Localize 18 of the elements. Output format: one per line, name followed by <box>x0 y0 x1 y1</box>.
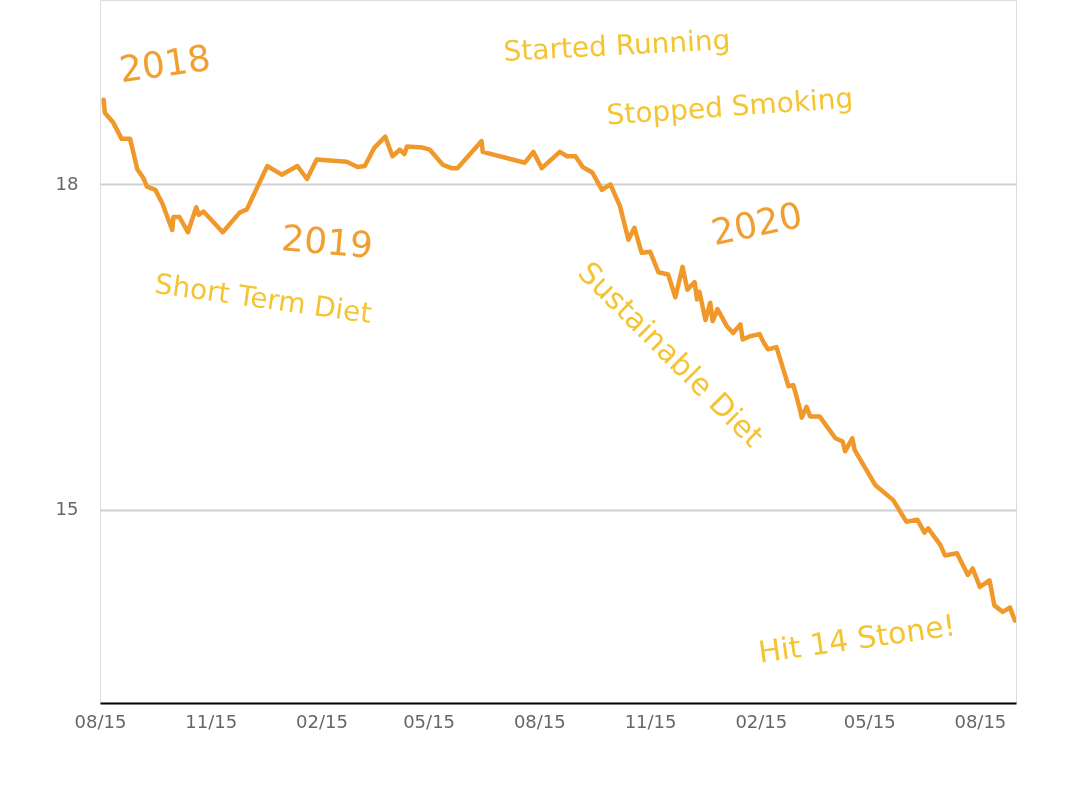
x-tick-label: 05/15 <box>843 710 896 732</box>
annotation: Started Running <box>502 23 732 68</box>
annotation: Hit 14 Stone! <box>756 607 958 670</box>
x-tick-label: 02/15 <box>735 710 788 732</box>
annotation: 2019 <box>279 217 375 266</box>
annotation: Stopped Smoking <box>605 81 855 132</box>
x-tick-label: 08/15 <box>74 710 127 732</box>
x-tick-label: 08/15 <box>513 710 566 732</box>
annotation: 2018 <box>116 36 214 91</box>
annotation: Short Term Diet <box>152 266 374 331</box>
y-tick-label: 15 <box>55 498 79 520</box>
y-tick-label: 18 <box>55 172 79 194</box>
x-tick-label: 02/15 <box>296 710 348 732</box>
x-tick-label: 11/15 <box>624 710 677 732</box>
x-tick-label: 08/15 <box>954 710 1007 732</box>
x-tick-label: 05/15 <box>403 710 456 732</box>
x-tick-label: 11/15 <box>185 710 238 732</box>
annotation: 2020 <box>707 193 806 254</box>
